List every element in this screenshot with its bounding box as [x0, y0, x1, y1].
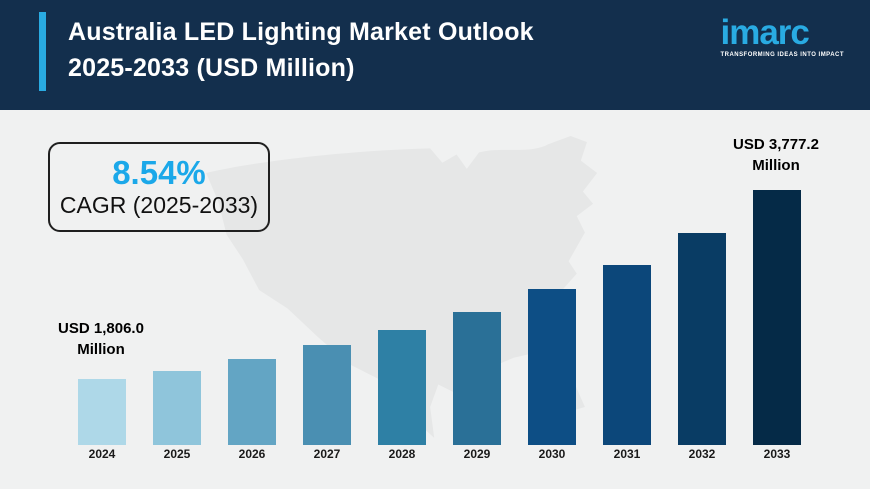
- title-accent-bar: [39, 12, 46, 91]
- chart-area: 8.54% CAGR (2025-2033) USD 1,806.0 Milli…: [0, 110, 870, 489]
- bar-2028: [378, 330, 426, 445]
- year-label-2025: 2025: [163, 447, 191, 461]
- year-label-2031: 2031: [613, 447, 641, 461]
- cagr-value: 8.54%: [112, 154, 206, 191]
- year-label-2024: 2024: [88, 447, 116, 461]
- header: Australia LED Lighting Market Outlook 20…: [0, 0, 870, 110]
- value-label-2024: USD 1,806.0 Million: [58, 318, 144, 360]
- cagr-box: 8.54% CAGR (2025-2033): [48, 142, 270, 232]
- year-label-2027: 2027: [313, 447, 341, 461]
- page-title: Australia LED Lighting Market Outlook 20…: [68, 14, 534, 86]
- title-line1-main: Australia LED Lighting Market: [68, 18, 438, 46]
- year-label-2030: 2030: [538, 447, 566, 461]
- bar-2025: [153, 371, 201, 445]
- value-label-2024-line2: Million: [77, 341, 125, 358]
- value-label-2033-line1: USD 3,777.2: [733, 136, 819, 153]
- title-line1-suffix: Outlook: [437, 18, 534, 46]
- value-label-2024-line1: USD 1,806.0: [58, 320, 144, 337]
- year-label-2032: 2032: [688, 447, 716, 461]
- imarc-logo-tagline: TRANSFORMING IDEAS INTO IMPACT: [720, 52, 844, 58]
- bar-2032: [678, 233, 726, 445]
- imarc-logo-text: imarc: [720, 13, 809, 52]
- value-label-2033-line2: Million: [752, 157, 800, 174]
- title-line2: 2025-2033 (USD Million): [68, 54, 355, 82]
- bar-2026: [228, 359, 276, 445]
- year-label-2033: 2033: [763, 447, 791, 461]
- title-line1: Australia LED Lighting Market Outlook: [68, 18, 534, 46]
- year-label-2028: 2028: [388, 447, 416, 461]
- bar-2027: [303, 345, 351, 445]
- year-label-2026: 2026: [238, 447, 266, 461]
- cagr-label: CAGR (2025-2033): [59, 192, 259, 218]
- bar-2030: [528, 289, 576, 445]
- bar-2029: [453, 312, 501, 445]
- year-label-2029: 2029: [463, 447, 491, 461]
- bar-2024: [78, 379, 126, 445]
- imarc-logo: imarc TRANSFORMING IDEAS INTO IMPACT: [720, 13, 844, 59]
- bar-2031: [603, 265, 651, 445]
- bars-layer: 2024 2025 2026 2027 2028 2029 2030 2031 2032 2033: [0, 110, 870, 489]
- value-label-2033: USD 3,777.2 Million: [733, 134, 819, 176]
- bar-2033: [753, 190, 801, 445]
